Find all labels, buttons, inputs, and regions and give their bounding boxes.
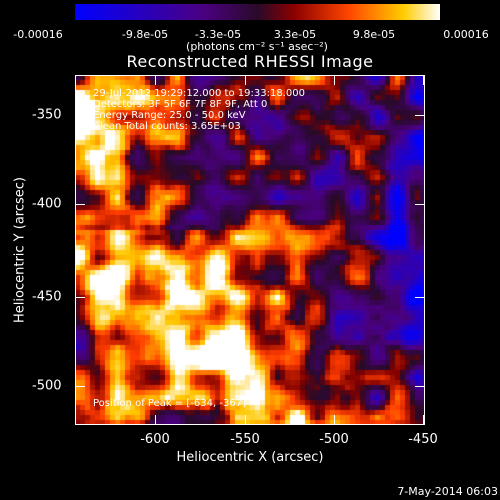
- x-axis-label: Heliocentric X (arcsec): [176, 450, 324, 465]
- y-tick-label: -400: [32, 196, 62, 212]
- y-axis-label: Heliocentric Y (arcsec): [12, 177, 28, 323]
- x-tick-label: -450: [408, 432, 438, 447]
- tick-mark: [75, 115, 85, 116]
- y-tick-label: -450: [32, 289, 62, 305]
- heatmap-image: [75, 75, 425, 425]
- footer-date: 7-May-2014 06:03: [397, 485, 498, 498]
- tick-mark: [155, 75, 156, 85]
- tick-mark: [75, 386, 85, 387]
- chart-title: Reconstructed RHESSI Image: [126, 52, 374, 71]
- tick-mark: [415, 204, 425, 205]
- tick-mark: [415, 386, 425, 387]
- tick-mark: [245, 415, 246, 425]
- time-range-annotation: 29-Jul-2012 19:29:12.000 to 19:33:18.000: [93, 88, 305, 99]
- x-tick-label: -600: [140, 432, 170, 447]
- tick-mark: [75, 297, 85, 298]
- colorbar-tick-label: 3.3e-05: [273, 28, 317, 41]
- peak-position-annotation: Position of Peak = [-634, -367]: [93, 398, 246, 409]
- tick-mark: [75, 204, 85, 205]
- tick-mark: [245, 75, 246, 85]
- y-tick-label: -350: [32, 107, 62, 123]
- detectors-annotation: Detectors: 3F 5F 6F 7F 8F 9F, Att 0: [93, 99, 268, 110]
- colorbar-unit-label: (photons cm⁻² s⁻¹ asec⁻²): [186, 40, 328, 53]
- tick-mark: [423, 415, 424, 425]
- x-tick-label: -550: [230, 432, 260, 447]
- colorbar: [75, 4, 440, 20]
- colorbar-tick-label: 9.8e-05: [352, 28, 396, 41]
- colorbar-tick-label: -9.8e-05: [121, 28, 169, 41]
- y-tick-label: -500: [32, 378, 62, 394]
- colorbar-tick-label: -0.00016: [13, 28, 63, 41]
- colorbar-gradient: [75, 4, 440, 20]
- tick-mark: [334, 415, 335, 425]
- plot-area: 29-Jul-2012 19:29:12.000 to 19:33:18.000…: [75, 75, 425, 425]
- x-tick-label: -500: [319, 432, 349, 447]
- tick-mark: [415, 297, 425, 298]
- tick-mark: [334, 75, 335, 85]
- colorbar-tick-label: 0.00016: [443, 28, 489, 41]
- tick-mark: [155, 415, 156, 425]
- counts-annotation: Clean Total counts: 3.65E+03: [93, 121, 241, 132]
- tick-mark: [415, 115, 425, 116]
- colorbar-tick-label: -3.3e-05: [194, 28, 242, 41]
- energy-range-annotation: Energy Range: 25.0 - 50.0 keV: [93, 110, 246, 121]
- tick-mark: [423, 75, 424, 85]
